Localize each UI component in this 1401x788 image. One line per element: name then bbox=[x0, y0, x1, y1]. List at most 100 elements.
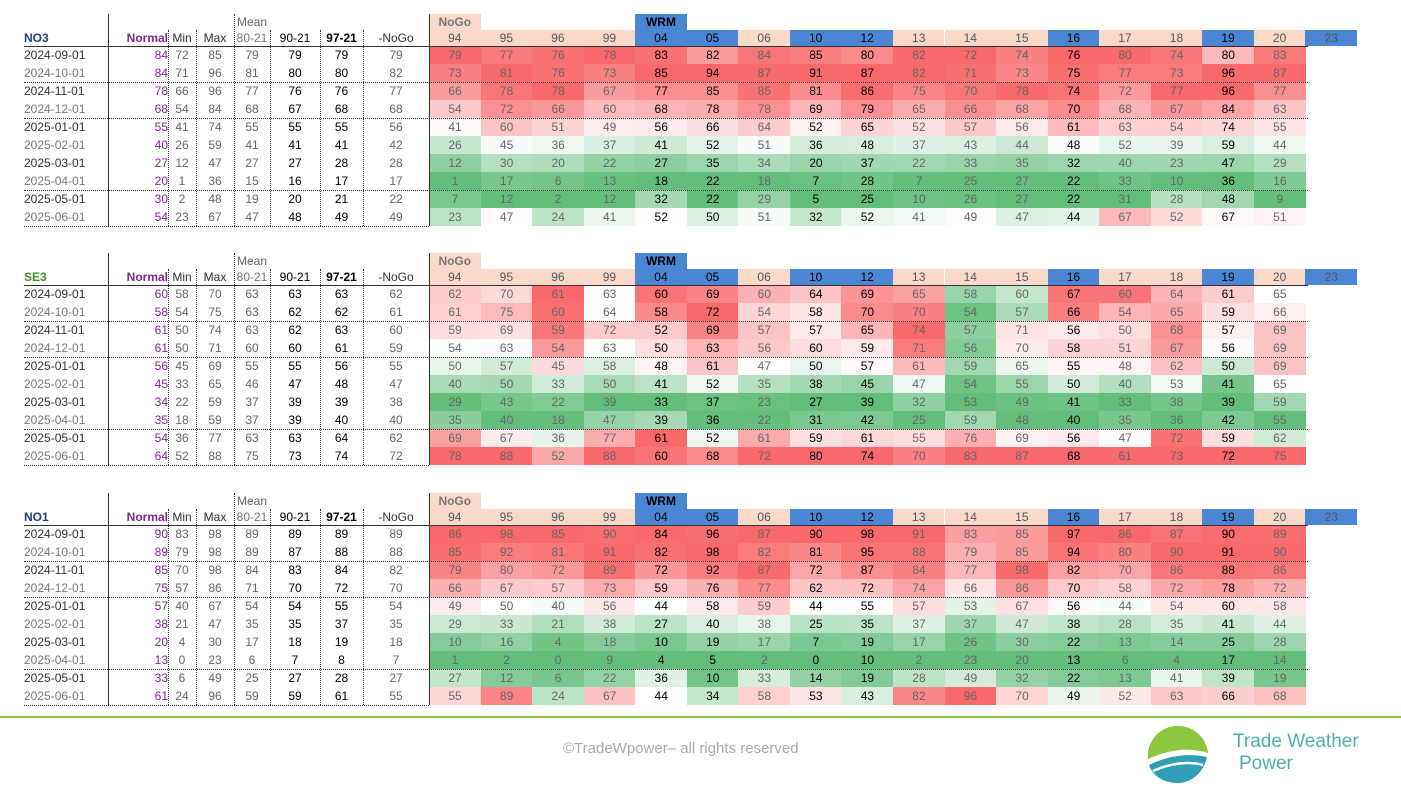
cell-nogo: 47 bbox=[389, 377, 403, 391]
area-label: NO3 bbox=[24, 31, 49, 45]
row-date: 2025-05-01 bbox=[24, 431, 86, 445]
heat-cell: 12 bbox=[480, 669, 533, 687]
cell-nogo: 68 bbox=[389, 102, 403, 116]
heat-cell: 71 bbox=[996, 321, 1049, 339]
cell-m9021: 73 bbox=[288, 449, 302, 463]
year-header-16: 16 bbox=[1047, 30, 1100, 46]
heat-cell: 58 bbox=[789, 303, 842, 321]
grid-vline bbox=[108, 253, 109, 465]
cell-min: 72 bbox=[175, 48, 189, 62]
grid-vline bbox=[168, 30, 169, 226]
cell-m9721: 76 bbox=[334, 84, 349, 98]
cell-m8021: 89 bbox=[245, 545, 259, 559]
area-label: NO1 bbox=[24, 510, 49, 524]
heat-cell: 59 bbox=[429, 321, 482, 339]
heat-cell: 53 bbox=[1150, 375, 1203, 393]
heat-cell: 72 bbox=[686, 303, 739, 321]
grid-hline bbox=[24, 597, 1308, 598]
heat-cell: 65 bbox=[1253, 375, 1306, 393]
column-header-3: Max bbox=[203, 270, 227, 284]
heat-cell: 60 bbox=[789, 339, 842, 357]
cell-normal: 68 bbox=[154, 102, 168, 116]
heat-cell: 59 bbox=[635, 579, 688, 597]
heat-cell: 85 bbox=[532, 525, 585, 543]
heat-cell: 6 bbox=[532, 669, 585, 687]
heat-cell: 35 bbox=[686, 154, 739, 172]
cell-m9721: 55 bbox=[334, 120, 349, 134]
table-block-no1: Mean NoGo WRM NO1 Normal Min Max 80-21 90-21 97-2… bbox=[24, 493, 1360, 706]
table-row: 2024-12-01 68 54 84 68 67 68 68 54 72 66 60 68 78 78 69… bbox=[24, 100, 1360, 118]
heat-cell: 4 bbox=[635, 651, 688, 669]
heat-cell: 24 bbox=[532, 687, 585, 705]
cell-normal: 27 bbox=[154, 156, 168, 170]
grid-vline bbox=[429, 493, 430, 705]
heat-cell: 34 bbox=[738, 154, 791, 172]
cell-min: 66 bbox=[175, 84, 189, 98]
heat-cell: 25 bbox=[841, 190, 894, 208]
grid-hline bbox=[24, 465, 429, 466]
heat-cell: 29 bbox=[429, 393, 482, 411]
heat-cell: 62 bbox=[429, 285, 482, 303]
heat-cell: 50 bbox=[789, 357, 842, 375]
table-row: 2025-03-01 27 12 47 27 27 28 28 12 30 20 22 27 35 34 20… bbox=[24, 154, 1360, 172]
heat-cell: 56 bbox=[1047, 429, 1100, 447]
cell-nogo: 42 bbox=[389, 138, 403, 152]
cell-nogo: 7 bbox=[392, 653, 400, 667]
heat-cell: 61 bbox=[1099, 447, 1152, 465]
grid-vline bbox=[320, 30, 321, 226]
heat-cell: 61 bbox=[738, 429, 791, 447]
heat-cell: 22 bbox=[738, 411, 791, 429]
nogo-label: NoGo bbox=[429, 493, 481, 509]
heat-cell: 81 bbox=[789, 82, 842, 100]
year-header-10: 10 bbox=[789, 509, 842, 525]
header-row-columns: SE3 Normal Min Max 80-21 90-21 97-21 -NoGo 94 95 9… bbox=[24, 269, 1360, 285]
heat-cell: 80 bbox=[1099, 543, 1152, 561]
heat-cell: 52 bbox=[892, 118, 945, 136]
heat-cell: 90 bbox=[583, 525, 636, 543]
heat-cell: 72 bbox=[583, 321, 636, 339]
heat-cell: 84 bbox=[1202, 100, 1255, 118]
heat-cell: 79 bbox=[429, 561, 482, 579]
heat-cell: 29 bbox=[738, 190, 791, 208]
heat-cell: 67 bbox=[996, 597, 1049, 615]
cell-m9021: 62 bbox=[288, 305, 302, 319]
heat-cell: 27 bbox=[635, 615, 688, 633]
heat-cell: 19 bbox=[841, 669, 894, 687]
heat-cell: 70 bbox=[1099, 561, 1152, 579]
cell-m8021: 89 bbox=[245, 527, 259, 541]
year-header-99: 99 bbox=[583, 269, 636, 285]
table-row: 2025-04-01 35 18 59 37 39 40 40 35 40 18 47 39 36 22 31… bbox=[24, 411, 1360, 429]
row-date: 2024-12-01 bbox=[24, 102, 86, 116]
grid-vline bbox=[168, 269, 169, 465]
heat-cell: 36 bbox=[686, 411, 739, 429]
year-header-17: 17 bbox=[1099, 509, 1151, 525]
year-header-96: 96 bbox=[532, 30, 584, 46]
heat-cell: 28 bbox=[1150, 190, 1203, 208]
heat-cell: 50 bbox=[635, 339, 688, 357]
heat-cell: 74 bbox=[1047, 82, 1100, 100]
heat-cell: 43 bbox=[841, 687, 894, 705]
heat-cell: 90 bbox=[789, 525, 842, 543]
heat-cell: 69 bbox=[686, 285, 739, 303]
heat-cell: 40 bbox=[1047, 411, 1100, 429]
heat-cell: 86 bbox=[429, 525, 482, 543]
heat-cell: 90 bbox=[1150, 543, 1203, 561]
row-date: 2025-02-01 bbox=[24, 138, 86, 152]
cell-nogo: 55 bbox=[389, 359, 403, 373]
grid-vline bbox=[429, 253, 430, 465]
heat-cell: 91 bbox=[583, 543, 636, 561]
heat-cell: 16 bbox=[1253, 172, 1306, 190]
cell-nogo: 72 bbox=[389, 449, 403, 463]
heat-cell: 52 bbox=[1099, 687, 1152, 705]
heat-cell: 76 bbox=[532, 64, 585, 82]
column-header-6: 97-21 bbox=[326, 270, 357, 284]
heat-cell: 74 bbox=[1202, 118, 1255, 136]
heat-cell: 92 bbox=[480, 543, 533, 561]
cell-m8021: 37 bbox=[245, 395, 259, 409]
heat-cell: 84 bbox=[635, 525, 688, 543]
heat-cell: 61 bbox=[429, 303, 482, 321]
cell-normal: 54 bbox=[154, 210, 168, 224]
heat-cell: 10 bbox=[1150, 172, 1203, 190]
heat-cell: 77 bbox=[1150, 82, 1203, 100]
heat-cell: 78 bbox=[996, 82, 1049, 100]
